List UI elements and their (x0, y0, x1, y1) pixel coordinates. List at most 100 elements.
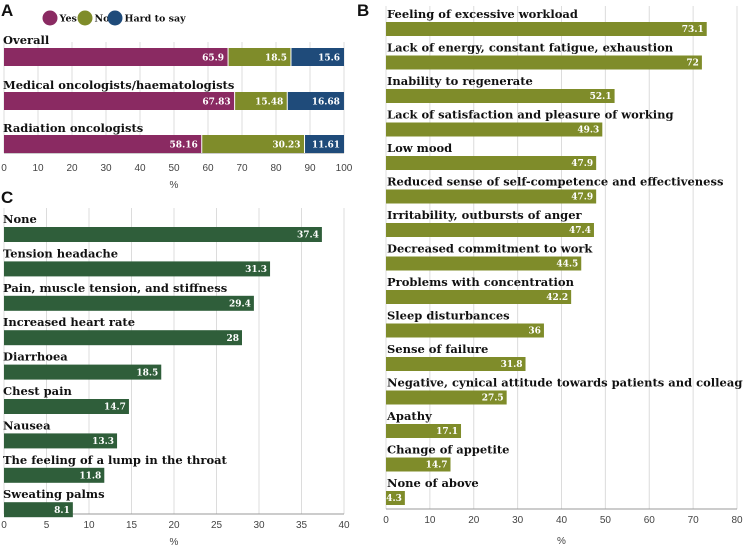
category-label: Sweating palms (3, 487, 105, 501)
category-label: None (3, 212, 37, 226)
legend-label: No (95, 14, 110, 25)
category-label: Radiation oncologists (3, 121, 143, 135)
category-label: Lack of energy, constant fatigue, exhaus… (387, 41, 674, 55)
category-label: Tension headache (3, 246, 118, 260)
bar-value-label: 31.8 (501, 360, 523, 370)
legend-label: Yes (59, 14, 77, 25)
x-tick-label: 90 (304, 163, 316, 174)
x-tick-label: 20 (66, 163, 78, 174)
x-tick-label: 0 (383, 515, 389, 526)
panel-a: A 0 10 20 30 40 50 60 70 80 90 100% Yes No Hard to say… (1, 1, 353, 191)
bar-value-label: 52.1 (590, 92, 612, 102)
bar-value-label: 37.4 (297, 231, 319, 241)
x-tick-label: 60 (202, 163, 214, 174)
bar (386, 22, 707, 36)
x-tick-label: 40 (134, 163, 146, 174)
x-tick-label: 50 (168, 163, 180, 174)
bar-value-label: 18.5 (136, 368, 158, 378)
category-label: Apathy (386, 409, 432, 423)
x-tick-label: 10 (83, 520, 95, 531)
bar-value-label: 29.4 (229, 300, 251, 310)
bar-value-label: 72 (686, 59, 699, 69)
category-label: Nausea (3, 418, 51, 432)
bar (386, 156, 597, 170)
legend-label: Hard to say (125, 14, 187, 25)
category-label: Inability to regenerate (387, 74, 533, 88)
category-label: Pain, muscle tension, and stiffness (3, 281, 227, 295)
bar-value-label: 30.23 (272, 140, 300, 150)
x-tick-label: 30 (512, 515, 524, 526)
panel-c: C 0 5 10 15 20 25 30 35 40% None 37.4 Tension headac… (1, 188, 350, 548)
x-tick-label: 30 (100, 163, 112, 174)
bar (386, 122, 603, 137)
bar (4, 295, 254, 311)
bar (4, 502, 73, 518)
x-tick-label: 10 (32, 163, 44, 174)
bar-segment (4, 48, 229, 66)
panel-label-c: C (1, 188, 13, 207)
bar (386, 89, 615, 103)
x-axis-title: % (170, 180, 179, 191)
bar-value-label: 47.4 (569, 226, 591, 236)
category-label: Reduced sense of self-competence and eff… (387, 175, 723, 189)
bar-value-label: 15.48 (255, 97, 283, 107)
bar (4, 399, 129, 414)
bar (4, 261, 271, 277)
bar (4, 364, 162, 380)
bar-value-label: 16.68 (312, 97, 340, 107)
bar-segment (234, 92, 288, 110)
bar-value-label: 67.83 (202, 97, 230, 107)
bar (4, 330, 242, 346)
bar (386, 457, 451, 472)
category-label: Feeling of excessive workload (387, 7, 578, 21)
x-tick-label: 40 (556, 515, 568, 526)
x-tick-label: 80 (731, 515, 743, 526)
bar (4, 227, 322, 242)
category-label: Negative, cynical attitude towards patie… (387, 376, 743, 390)
bar (386, 491, 405, 505)
bar-value-label: 31.3 (245, 265, 267, 275)
x-tick-label: 70 (236, 163, 248, 174)
bar-value-label: 44.5 (556, 260, 578, 270)
x-tick-label: 100 (336, 163, 353, 174)
category-label: Lack of satisfaction and pleasure of wor… (387, 108, 674, 122)
bar (386, 223, 594, 237)
x-tick-label: 0 (1, 520, 7, 531)
category-label: Overall (3, 33, 50, 47)
category-label: Sense of failure (387, 342, 488, 356)
x-tick-label: 40 (338, 520, 350, 531)
x-tick-label: 0 (1, 163, 7, 174)
category-label: Chest pain (3, 384, 72, 398)
x-tick-label: 70 (688, 515, 700, 526)
legend: Yes No Hard to say (42, 10, 187, 26)
category-label: Increased heart rate (3, 315, 135, 329)
legend-swatch (42, 10, 58, 26)
category-label: Sleep disturbances (387, 309, 510, 323)
bar (386, 390, 507, 405)
category-label: Problems with concentration (387, 275, 575, 289)
panel-b: B 0 10 20 30 40 50 60 70 80% Feeling of excessive … (357, 1, 743, 547)
bar-value-label: 11.8 (79, 472, 101, 482)
x-tick-label: 80 (270, 163, 282, 174)
bar-segment (4, 92, 235, 110)
bar (4, 467, 105, 483)
x-tick-label: 35 (296, 520, 308, 531)
bar-value-label: 65.9 (202, 53, 224, 63)
category-label: Irritability, outbursts of anger (387, 208, 583, 222)
x-tick-label: 20 (168, 520, 180, 531)
bar-value-label: 11.61 (312, 140, 340, 150)
bar-segment (228, 48, 291, 66)
bar-value-label: 27.5 (482, 394, 504, 404)
bar-segment (287, 92, 344, 110)
bar-value-label: 73.1 (682, 25, 704, 35)
x-tick-label: 15 (126, 520, 138, 531)
bar-value-label: 13.3 (92, 437, 114, 447)
x-tick-label: 20 (468, 515, 480, 526)
bar-value-label: 8.1 (54, 506, 70, 516)
bar-value-label: 47.9 (571, 193, 593, 203)
x-tick-label: 25 (211, 520, 223, 531)
bar-segment (201, 135, 305, 153)
bar (386, 357, 526, 371)
bar-value-label: 15.6 (318, 53, 340, 63)
bar-value-label: 14.7 (426, 461, 448, 471)
